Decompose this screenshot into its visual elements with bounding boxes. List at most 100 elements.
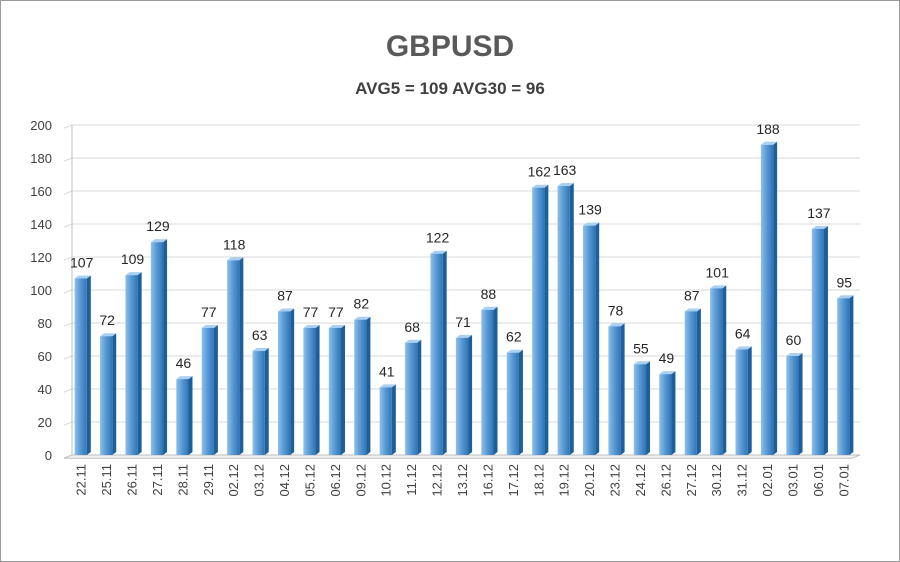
bar-top — [379, 384, 396, 388]
bar-side — [341, 324, 346, 455]
bar — [176, 379, 189, 455]
bar — [430, 253, 443, 455]
x-tick-label: 18.12 — [531, 464, 546, 497]
bar-side — [188, 376, 193, 455]
bar-side — [849, 295, 854, 455]
data-label: 71 — [455, 314, 471, 330]
bar-top — [328, 324, 346, 328]
bar-top — [506, 349, 523, 353]
bar-top — [481, 306, 498, 310]
bar — [710, 288, 723, 455]
chart-subtitle: AVG5 = 109 AVG30 = 96 — [355, 79, 545, 98]
x-tick-label: 03.01 — [785, 464, 800, 497]
gridline-side — [63, 322, 73, 327]
data-label: 82 — [354, 296, 370, 312]
data-label: 95 — [837, 274, 853, 290]
x-tick-label: 02.12 — [226, 464, 241, 497]
bar-side — [417, 339, 422, 455]
bar-side — [671, 371, 676, 455]
bar — [125, 275, 138, 455]
bar-top — [176, 376, 193, 380]
x-tick-label: 04.12 — [277, 464, 292, 497]
gridline-side — [63, 124, 73, 129]
bar-top — [735, 346, 752, 350]
x-tick-label: 20.12 — [582, 464, 597, 497]
y-axis-ticks: 0 20 40 60 80 100 120 140 160 180 200 — [30, 118, 52, 463]
bar-side — [468, 334, 473, 455]
bar-side — [264, 348, 269, 455]
bar-top — [684, 308, 701, 312]
bar-side — [137, 272, 142, 455]
x-tick-label: 28.11 — [175, 464, 190, 496]
bar — [786, 356, 799, 455]
bar-top — [125, 272, 142, 276]
bar — [582, 225, 596, 455]
x-tick-label: 10.12 — [379, 464, 394, 497]
x-tick-label: 23.12 — [608, 464, 623, 497]
data-label: 137 — [807, 205, 831, 221]
x-tick-label: 27.11 — [150, 464, 165, 496]
data-label: 78 — [608, 302, 624, 318]
bar-top — [405, 339, 422, 343]
bar — [684, 311, 697, 455]
bar — [303, 327, 316, 455]
bar — [735, 349, 748, 455]
y-tick-label: 40 — [38, 382, 52, 397]
data-label: 68 — [404, 319, 420, 335]
x-tick-label: 02.01 — [760, 464, 775, 497]
bar-top — [150, 239, 168, 243]
data-label: 41 — [379, 363, 395, 379]
bar — [150, 242, 164, 455]
bar-top — [582, 222, 600, 226]
bar-top — [74, 275, 91, 279]
bar-side — [773, 141, 778, 456]
bar-top — [633, 361, 651, 365]
data-label: 87 — [684, 287, 700, 303]
x-tick-label: 13.12 — [455, 464, 470, 497]
bar-top — [201, 324, 218, 328]
chart-floor — [63, 125, 861, 459]
x-tick-label: 06.01 — [811, 464, 826, 497]
bar-side — [315, 324, 320, 455]
bar-top — [811, 225, 828, 229]
bar-top — [608, 323, 625, 327]
data-label: 139 — [578, 202, 602, 218]
y-tick-label: 80 — [38, 316, 52, 331]
data-label: 87 — [277, 287, 293, 303]
x-tick-label: 22.11 — [74, 464, 89, 496]
x-tick-label: 24.12 — [633, 464, 648, 497]
y-tick-label: 200 — [30, 118, 52, 133]
bar-side — [493, 306, 498, 455]
y-tick-label: 140 — [30, 217, 52, 232]
bar-side — [391, 384, 396, 455]
y-tick-label: 100 — [30, 283, 52, 298]
bar-top — [430, 250, 447, 254]
bar — [633, 364, 647, 455]
chart-floor-plane — [63, 454, 861, 459]
bar — [354, 319, 367, 455]
data-label: 109 — [121, 251, 145, 267]
bar-side — [569, 183, 574, 456]
x-tick-label: 16.12 — [480, 464, 495, 497]
bar — [201, 327, 214, 455]
data-label: 46 — [176, 355, 192, 371]
bar-side — [722, 285, 727, 455]
bar-side — [696, 308, 701, 455]
bar-side — [86, 275, 91, 455]
gridline-side — [63, 157, 73, 162]
gridline-side — [63, 421, 73, 426]
bar-top — [100, 333, 117, 337]
data-label: 62 — [506, 329, 522, 345]
data-label: 118 — [223, 236, 246, 252]
bar-side — [646, 361, 651, 455]
x-tick-label: 27.12 — [684, 464, 699, 497]
data-label: 77 — [201, 304, 217, 320]
data-label: 60 — [786, 332, 802, 348]
data-label: 77 — [303, 304, 319, 320]
bar-top — [837, 295, 854, 299]
x-tick-label: 26.12 — [658, 464, 673, 497]
data-label: 77 — [328, 304, 344, 320]
bar — [811, 228, 824, 455]
